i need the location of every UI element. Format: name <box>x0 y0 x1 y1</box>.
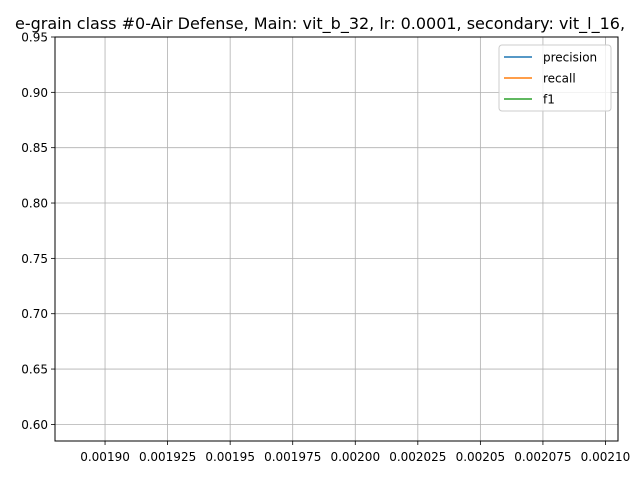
x-tick-label: 0.001925 <box>139 450 196 464</box>
x-tick-label: 0.002075 <box>514 450 571 464</box>
y-tick-label: 0.70 <box>21 307 48 321</box>
legend-frame <box>498 44 612 112</box>
y-tick-label: 0.90 <box>21 86 48 100</box>
x-tick-label: 0.001975 <box>264 450 321 464</box>
y-tick-label: 0.85 <box>21 141 48 155</box>
legend-label: recall <box>543 72 576 86</box>
y-axis: 0.60 0.65 0.70 0.75 0.80 0.85 0.90 0.95 <box>21 31 55 432</box>
y-tick-label: 0.75 <box>21 252 48 266</box>
x-tick-label: 0.00205 <box>456 450 506 464</box>
y-tick-label: 0.95 <box>21 31 48 45</box>
x-tick-label: 0.00200 <box>330 450 380 464</box>
plot-area-frame <box>54 36 619 442</box>
legend-label: f1 <box>543 93 555 107</box>
y-tick-label: 0.80 <box>21 197 48 211</box>
x-tick-label: 0.00210 <box>581 450 631 464</box>
legend-label: precision <box>543 51 597 65</box>
x-tick-label: 0.002025 <box>389 450 446 464</box>
x-axis: 0.00190 0.001925 0.00195 0.001975 0.00200 0.0… <box>80 441 630 464</box>
legend: precision recall f1 <box>498 44 612 112</box>
y-tick-label: 0.65 <box>21 363 48 377</box>
x-tick-label: 0.00190 <box>80 450 130 464</box>
x-tick-label: 0.00195 <box>205 450 255 464</box>
y-tick-label: 0.60 <box>21 418 48 432</box>
chart-title: e-grain class #0-Air Defense, Main: vit_… <box>15 14 625 34</box>
